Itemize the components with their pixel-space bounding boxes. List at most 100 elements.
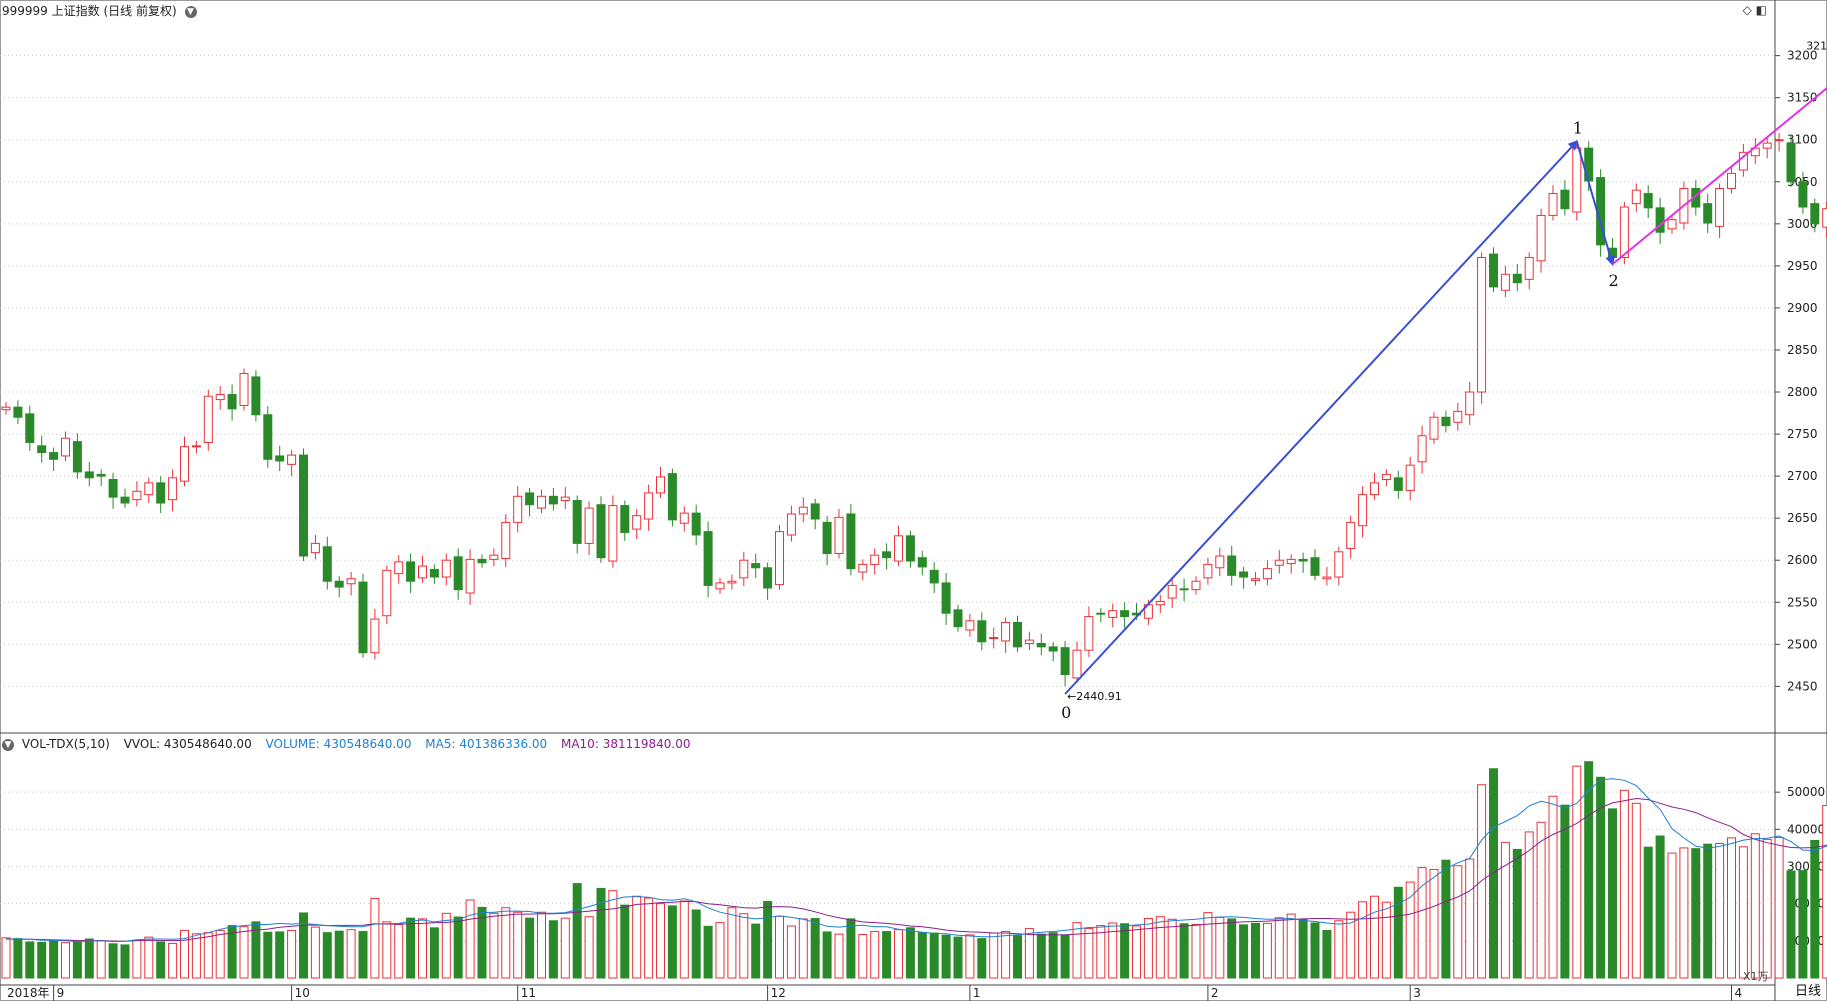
volume-bar — [1489, 768, 1498, 979]
low-value-label: ←2440.91 — [1067, 690, 1122, 703]
diamond-icon[interactable]: ◇ — [1742, 3, 1752, 17]
candle-body — [727, 580, 737, 584]
candle-body — [418, 565, 427, 579]
volume-bar — [429, 927, 439, 979]
panel-toggle-icon[interactable]: ◧ — [1755, 3, 1767, 17]
candle-body — [822, 521, 832, 554]
volume-bar — [1358, 901, 1368, 979]
candle-body — [1727, 172, 1736, 190]
vol-indicator-name: VOL-TDX(5,10) — [21, 737, 110, 751]
volume-bar — [299, 912, 308, 979]
chevron-down-icon[interactable]: ▼ — [184, 5, 197, 18]
candle-body — [215, 394, 225, 401]
volume-bar — [965, 934, 975, 979]
volume-bar — [251, 921, 261, 979]
volume-bar — [1048, 932, 1058, 979]
candle-body — [1631, 189, 1641, 205]
volume-bar — [1013, 935, 1022, 979]
volume-bar — [882, 931, 892, 979]
volume-bar — [1536, 821, 1546, 979]
candle-body — [180, 446, 189, 482]
candle-body — [489, 554, 499, 560]
price-tick-label: 2500 — [1787, 637, 1818, 651]
volume-bar — [1441, 859, 1451, 979]
volume-bar — [798, 918, 808, 979]
candle-body — [1048, 646, 1058, 652]
candle-body — [144, 482, 154, 496]
volume-bar — [25, 941, 35, 979]
volume-bar — [560, 917, 570, 979]
volume-bar — [644, 897, 654, 979]
candle-body — [96, 473, 106, 477]
candle-body — [1, 406, 11, 411]
volume-bar — [1429, 868, 1439, 979]
candle-body — [453, 556, 463, 591]
candle-body — [1274, 559, 1284, 566]
volume-panel-header: ▼ VOL-TDX(5,10) VVOL: 430548640.00 VOLUM… — [2, 733, 700, 755]
volume-bar — [144, 936, 154, 979]
volume-bar — [489, 912, 499, 979]
volume-bar — [1286, 913, 1296, 979]
time-label: 3 — [1413, 986, 1421, 1000]
candle-body — [905, 535, 915, 562]
volume-bar — [632, 895, 642, 979]
price-tick-label: 2450 — [1787, 679, 1818, 693]
volume-bar — [310, 926, 320, 979]
price-tick-label: 2550 — [1787, 595, 1818, 609]
candle-body — [1120, 610, 1130, 618]
volume-bar — [1572, 765, 1582, 979]
time-label: 9 — [57, 986, 65, 1000]
wave-label-1: 1 — [1573, 118, 1583, 137]
candle-body — [1643, 193, 1653, 209]
volume-bar — [1786, 870, 1796, 979]
volume-bar — [61, 942, 70, 979]
candle-body — [929, 569, 939, 584]
candle-body — [1512, 273, 1522, 284]
volume-bar — [1001, 931, 1011, 979]
volume-bar — [1120, 923, 1130, 979]
volume-bar — [1370, 895, 1379, 979]
volume-bar — [751, 923, 761, 979]
volume-bar — [1227, 918, 1237, 979]
volume-bar — [1203, 912, 1213, 979]
volume-bar — [1465, 858, 1475, 979]
candle-body — [1215, 555, 1225, 569]
volume-bar — [727, 907, 737, 979]
volume-bar — [1108, 922, 1118, 979]
candle-body — [1405, 464, 1415, 491]
volume-unit-label: X1万 — [1743, 970, 1769, 983]
timeframe-label[interactable]: 日线 — [1794, 984, 1821, 999]
price-tick-label: 3000 — [1787, 217, 1818, 231]
time-label: 10 — [295, 986, 310, 1000]
candle-body — [263, 414, 273, 460]
volume-bar — [1167, 918, 1177, 979]
candle-body — [1560, 189, 1570, 210]
candle-body — [989, 637, 999, 640]
volume-bar — [905, 927, 915, 979]
candle-body — [786, 513, 796, 536]
candle-body — [120, 496, 130, 504]
candle-body — [1203, 563, 1213, 579]
candle-body — [1524, 256, 1534, 280]
candle-body — [965, 620, 975, 631]
volume-bar — [96, 939, 106, 979]
candle-body — [465, 558, 475, 594]
volume-bar — [1453, 865, 1463, 979]
chevron-down-icon[interactable]: ▼ — [2, 738, 14, 751]
volume-bar — [1298, 918, 1308, 979]
candle-body — [1667, 219, 1677, 230]
volume-bar — [572, 883, 582, 979]
candle-body — [441, 559, 451, 578]
candle-body — [1108, 610, 1118, 618]
candle-body — [1762, 142, 1772, 149]
ma10-label: MA10: — [560, 737, 599, 751]
candle-body — [1393, 477, 1403, 491]
candle-body — [1024, 639, 1034, 644]
candle-body — [917, 557, 927, 568]
candle-body — [1227, 555, 1237, 576]
candle-body — [84, 471, 94, 479]
candle-body — [572, 500, 582, 544]
volume-bar — [584, 916, 594, 979]
candle-body — [798, 506, 808, 515]
